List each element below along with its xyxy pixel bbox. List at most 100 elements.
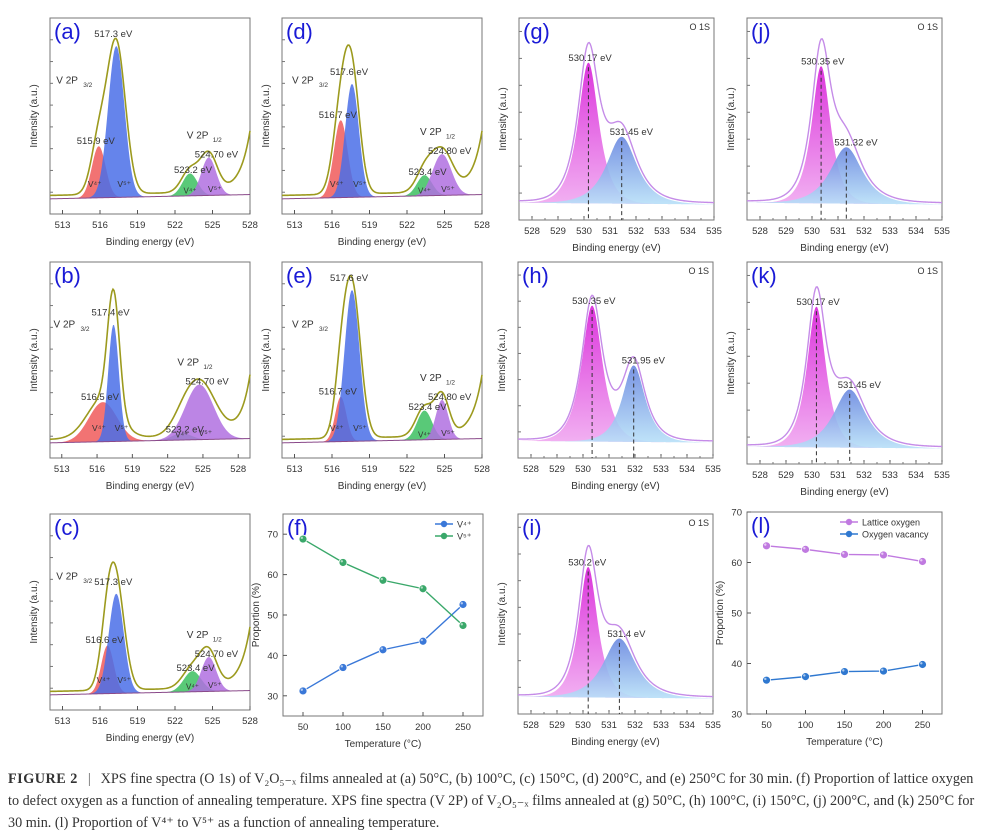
panel-letter: (g)	[523, 19, 550, 44]
legend-label: V⁵⁺	[457, 532, 472, 542]
x-tick-label: 535	[706, 226, 722, 237]
x-tick-label: 522	[399, 220, 415, 231]
envelope-line	[281, 274, 483, 441]
peak-area-v4-2p3-2	[282, 120, 482, 199]
data-point-highlight	[803, 546, 806, 550]
background-line	[49, 438, 251, 444]
label-v2p32-sub: 3/2	[81, 326, 90, 333]
data-point	[918, 557, 927, 566]
data-point	[918, 660, 927, 669]
peak-annotation: 516.6 eV	[86, 635, 125, 646]
caption-separator: |	[87, 771, 91, 787]
species-label: V⁴⁺	[97, 675, 111, 685]
panel-c: 513 516 519 522 525 528 Binding energy (eV) Int…	[0, 496, 260, 746]
legend-marker	[440, 520, 448, 528]
peak-annotation: 517.3 eV	[94, 577, 133, 588]
legend-label: Lattice oxygen	[862, 518, 920, 528]
panel-letter: (d)	[286, 19, 313, 44]
y-tick-label: 40	[731, 659, 742, 670]
x-tick-label: 513	[287, 464, 303, 475]
x-tick-label: 528	[474, 220, 490, 231]
peak-area-v4-2p3-2	[50, 645, 250, 695]
data-point	[418, 584, 428, 594]
label-v2p12-sub: 1/2	[213, 637, 222, 644]
peak-annotation: 523.4 eV	[409, 402, 448, 413]
label-v2p12-sub: 1/2	[203, 364, 212, 371]
x-tick-label: 532	[627, 720, 643, 731]
x-tick-label: 535	[934, 470, 950, 481]
x-tick-label: 50	[761, 720, 772, 731]
label-v2p32-sub: 3/2	[319, 82, 328, 89]
chart-i: 528 529 530 531 532 533 534 535 Binding energy (…	[497, 513, 721, 748]
data-point	[840, 667, 849, 676]
species-label: V⁵⁺	[199, 428, 213, 438]
panel-letter: (h)	[522, 263, 549, 288]
data-point-highlight	[420, 638, 423, 642]
x-tick-label: 534	[679, 464, 695, 475]
oxygen-vacancy-peak	[519, 136, 714, 205]
label-v2p12: V 2P	[420, 373, 442, 384]
panel-f: 50 100 150 200 250 Temperature (°C) Proportion…	[250, 496, 500, 750]
peak-annotation: 531.45 eV	[610, 127, 654, 138]
peak-area-v5-2p1-2	[282, 154, 482, 199]
x-tick-label: 535	[705, 464, 721, 475]
label-v2p32: V 2P	[56, 76, 78, 87]
plot-frame	[49, 513, 251, 711]
plot-frame	[49, 17, 251, 215]
chart-e: 513 516 519 522 525 528 Binding energy (eV) Int…	[261, 261, 490, 492]
y-axis-label: Intensity (a.u.)	[726, 331, 737, 394]
legend-marker	[845, 518, 853, 526]
y-axis-label: Intensity (a.u.)	[261, 328, 272, 391]
peak-annotation: 517.6 eV	[330, 273, 369, 284]
data-point-highlight	[340, 560, 343, 563]
label-v2p32: V 2P	[292, 76, 314, 87]
data-point-highlight	[842, 669, 845, 672]
species-label: V⁴⁺	[330, 179, 344, 189]
label-v2p32-sub: 3/2	[83, 578, 92, 585]
species-label: V⁵⁺	[441, 428, 455, 438]
panel-j: 528 529 530 531 532 533 534 535 Binding energy (…	[720, 0, 982, 254]
x-tick-label: 530	[575, 464, 591, 475]
x-tick-label: 519	[124, 464, 140, 475]
label-v2p32: V 2P	[292, 320, 314, 331]
species-label: V⁴⁺	[330, 423, 344, 433]
x-tick-label: 513	[55, 716, 71, 727]
x-tick-label: 528	[524, 226, 540, 237]
panel-g: 528 529 530 531 532 533 534 535 Binding energy (…	[490, 0, 740, 254]
y-axis-label: Intensity (a.u.)	[261, 84, 272, 147]
peak-annotation: 530.35 eV	[572, 296, 616, 307]
x-tick-label: 535	[934, 226, 950, 237]
y-axis-label: Intensity (a.u.)	[726, 87, 737, 150]
envelope-line	[49, 287, 251, 441]
species-label: V⁵⁺	[441, 184, 455, 194]
x-tick-label: 528	[230, 464, 246, 475]
data-point-highlight	[380, 647, 383, 650]
species-label: V⁴⁺	[175, 431, 188, 440]
envelope-line	[49, 37, 251, 197]
data-point	[298, 686, 308, 696]
species-label: V⁴⁺	[418, 187, 431, 196]
x-tick-label: 200	[876, 720, 892, 731]
peak-annotation: 531.32 eV	[834, 138, 878, 149]
peak-annotation: 524.80 eV	[428, 392, 472, 403]
x-tick-label: 532	[856, 470, 872, 481]
label-v2p12-sub: 1/2	[213, 137, 222, 144]
data-point-highlight	[420, 586, 423, 589]
peak-annotation: 515.9 eV	[77, 136, 116, 147]
peak-annotation: 530.17 eV	[796, 297, 840, 308]
x-tick-label: 528	[474, 464, 490, 475]
x-tick-label: 534	[908, 226, 924, 237]
data-point-highlight	[764, 677, 767, 681]
x-tick-label: 525	[205, 220, 221, 231]
panel-letter: (e)	[286, 263, 313, 288]
data-point-highlight	[881, 552, 884, 555]
x-tick-label: 534	[679, 720, 695, 731]
x-tick-label: 530	[804, 470, 820, 481]
data-point	[762, 541, 771, 551]
data-point-highlight	[300, 688, 303, 691]
oxygen-vacancy-peak	[518, 638, 713, 699]
oxygen-vacancy-peak	[747, 147, 942, 205]
chart-a: 513 516 519 522 525 528 Binding energy (eV) Int…	[29, 17, 258, 248]
x-tick-label: 522	[167, 220, 183, 231]
species-label: V⁵⁺	[208, 184, 222, 194]
